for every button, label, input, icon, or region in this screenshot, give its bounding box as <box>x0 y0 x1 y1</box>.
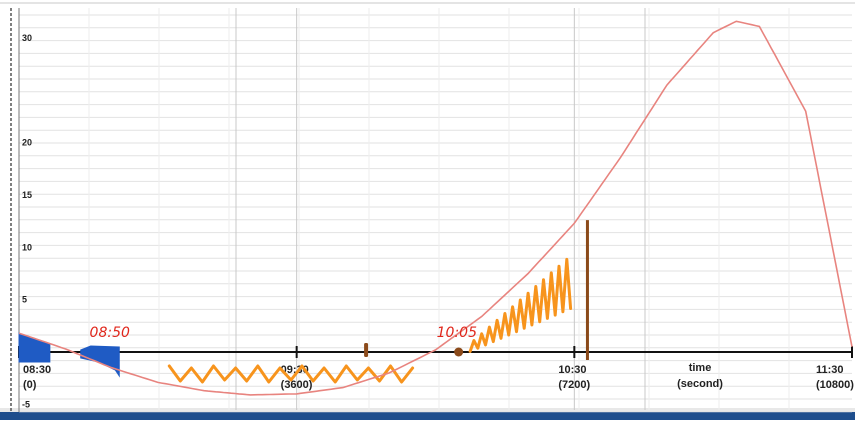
x-tick-time-label: 11:30 <box>816 364 844 376</box>
x-tick-time-label: 10:30 <box>558 364 586 376</box>
y-tick-label: -5 <box>22 399 30 409</box>
y-tick-label: 10 <box>22 242 32 252</box>
x-axis-title-unit: (second) <box>677 378 723 390</box>
time-marker-tick <box>364 343 368 357</box>
y-tick-label: 5 <box>22 295 27 305</box>
bottom-frame <box>0 412 855 420</box>
y-tick-label: 20 <box>22 138 32 148</box>
x-tick-seconds-label: (7200) <box>558 379 590 391</box>
y-tick-label: 15 <box>22 190 32 200</box>
x-tick-seconds-label: (3600) <box>281 379 313 391</box>
x-tick-time-label: 08:30 <box>23 364 51 376</box>
x-tick-seconds-label: (0) <box>23 379 37 391</box>
handwritten-time-annotation: 08:50 <box>90 325 130 341</box>
handwritten-time-annotation: 10:05 <box>437 325 477 341</box>
time-marker-dot <box>454 348 463 357</box>
x-tick-seconds-label: (10800) <box>816 379 854 391</box>
x-axis-title: time <box>689 362 712 374</box>
y-tick-label: 30 <box>22 33 32 43</box>
